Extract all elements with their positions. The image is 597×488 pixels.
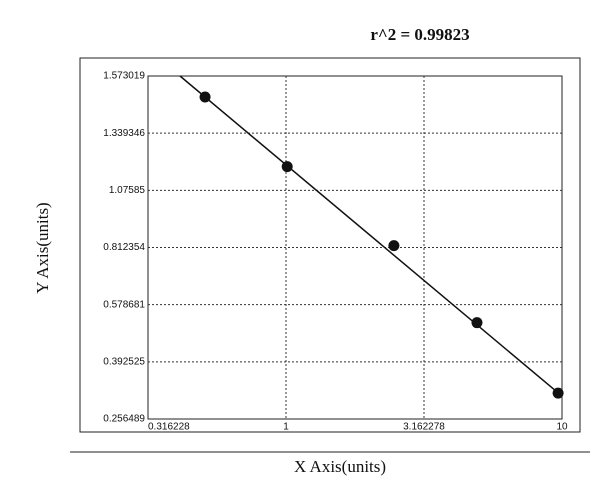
x-tick-label: 10	[556, 422, 568, 433]
chart-frame	[79, 57, 581, 433]
y-tick-label: 0.812354	[103, 242, 145, 253]
data-point	[388, 240, 400, 252]
y-tick-label: 1.573019	[103, 71, 145, 82]
data-point	[552, 387, 564, 399]
x-tick-label: 0.316228	[148, 422, 190, 433]
y-tick-label: 1.07585	[109, 185, 146, 196]
fit-line	[179, 75, 563, 397]
data-point	[471, 317, 483, 329]
y-axis-label: Y Axis(units)	[33, 202, 52, 293]
x-axis-label: X Axis(units)	[294, 457, 386, 476]
y-tick-label: 1.339346	[103, 128, 145, 139]
data-point	[199, 91, 211, 103]
data-point	[281, 161, 293, 173]
x-tick-label: 3.162278	[403, 422, 445, 433]
y-tick-label: 0.392525	[103, 356, 145, 367]
y-tick-label: 0.256489	[103, 414, 145, 425]
y-tick-label: 0.578681	[103, 299, 145, 310]
x-tick-label: 1	[283, 422, 289, 433]
chart-title: r^2 = 0.99823	[370, 25, 469, 44]
